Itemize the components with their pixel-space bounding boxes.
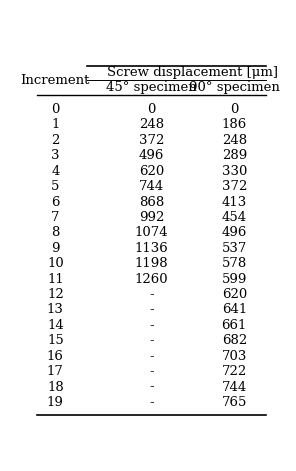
Text: 289: 289 (222, 149, 247, 162)
Text: 5: 5 (51, 180, 59, 193)
Text: 661: 661 (222, 319, 247, 332)
Text: 19: 19 (47, 396, 64, 409)
Text: 496: 496 (139, 149, 164, 162)
Text: 0: 0 (230, 103, 239, 116)
Text: 1136: 1136 (135, 242, 169, 255)
Text: 765: 765 (222, 396, 247, 409)
Text: 18: 18 (47, 381, 64, 394)
Text: 7: 7 (51, 211, 59, 224)
Text: 8: 8 (51, 227, 59, 239)
Text: -: - (149, 350, 154, 363)
Text: -: - (149, 396, 154, 409)
Text: 186: 186 (222, 119, 247, 131)
Text: 12: 12 (47, 288, 64, 301)
Text: 90° specimen: 90° specimen (189, 81, 280, 94)
Text: 641: 641 (222, 303, 247, 317)
Text: 6: 6 (51, 195, 59, 209)
Text: 10: 10 (47, 257, 64, 270)
Text: 330: 330 (222, 165, 247, 178)
Text: 537: 537 (222, 242, 247, 255)
Text: 372: 372 (222, 180, 247, 193)
Text: -: - (149, 319, 154, 332)
Text: 620: 620 (222, 288, 247, 301)
Text: 620: 620 (139, 165, 164, 178)
Text: 9: 9 (51, 242, 59, 255)
Text: 2: 2 (51, 134, 59, 147)
Text: 1: 1 (51, 119, 59, 131)
Text: 744: 744 (222, 381, 247, 394)
Text: 682: 682 (222, 334, 247, 347)
Text: 0: 0 (147, 103, 156, 116)
Text: 248: 248 (139, 119, 164, 131)
Text: Screw displacement [μm]: Screw displacement [μm] (107, 66, 279, 79)
Text: 1074: 1074 (135, 227, 168, 239)
Text: 703: 703 (222, 350, 247, 363)
Text: -: - (149, 334, 154, 347)
Text: 599: 599 (222, 273, 247, 285)
Text: -: - (149, 365, 154, 378)
Text: 15: 15 (47, 334, 64, 347)
Text: 13: 13 (47, 303, 64, 317)
Text: 11: 11 (47, 273, 64, 285)
Text: Increment: Increment (21, 73, 90, 87)
Text: 0: 0 (51, 103, 59, 116)
Text: 413: 413 (222, 195, 247, 209)
Text: 1198: 1198 (135, 257, 168, 270)
Text: 372: 372 (139, 134, 164, 147)
Text: 454: 454 (222, 211, 247, 224)
Text: 722: 722 (222, 365, 247, 378)
Text: 744: 744 (139, 180, 164, 193)
Text: 992: 992 (139, 211, 164, 224)
Text: 16: 16 (47, 350, 64, 363)
Text: 868: 868 (139, 195, 164, 209)
Text: -: - (149, 288, 154, 301)
Text: 4: 4 (51, 165, 59, 178)
Text: 1260: 1260 (135, 273, 168, 285)
Text: 496: 496 (222, 227, 247, 239)
Text: 3: 3 (51, 149, 59, 162)
Text: 17: 17 (47, 365, 64, 378)
Text: -: - (149, 381, 154, 394)
Text: 578: 578 (222, 257, 247, 270)
Text: 14: 14 (47, 319, 64, 332)
Text: 248: 248 (222, 134, 247, 147)
Text: 45° specimen: 45° specimen (106, 81, 197, 94)
Text: -: - (149, 303, 154, 317)
